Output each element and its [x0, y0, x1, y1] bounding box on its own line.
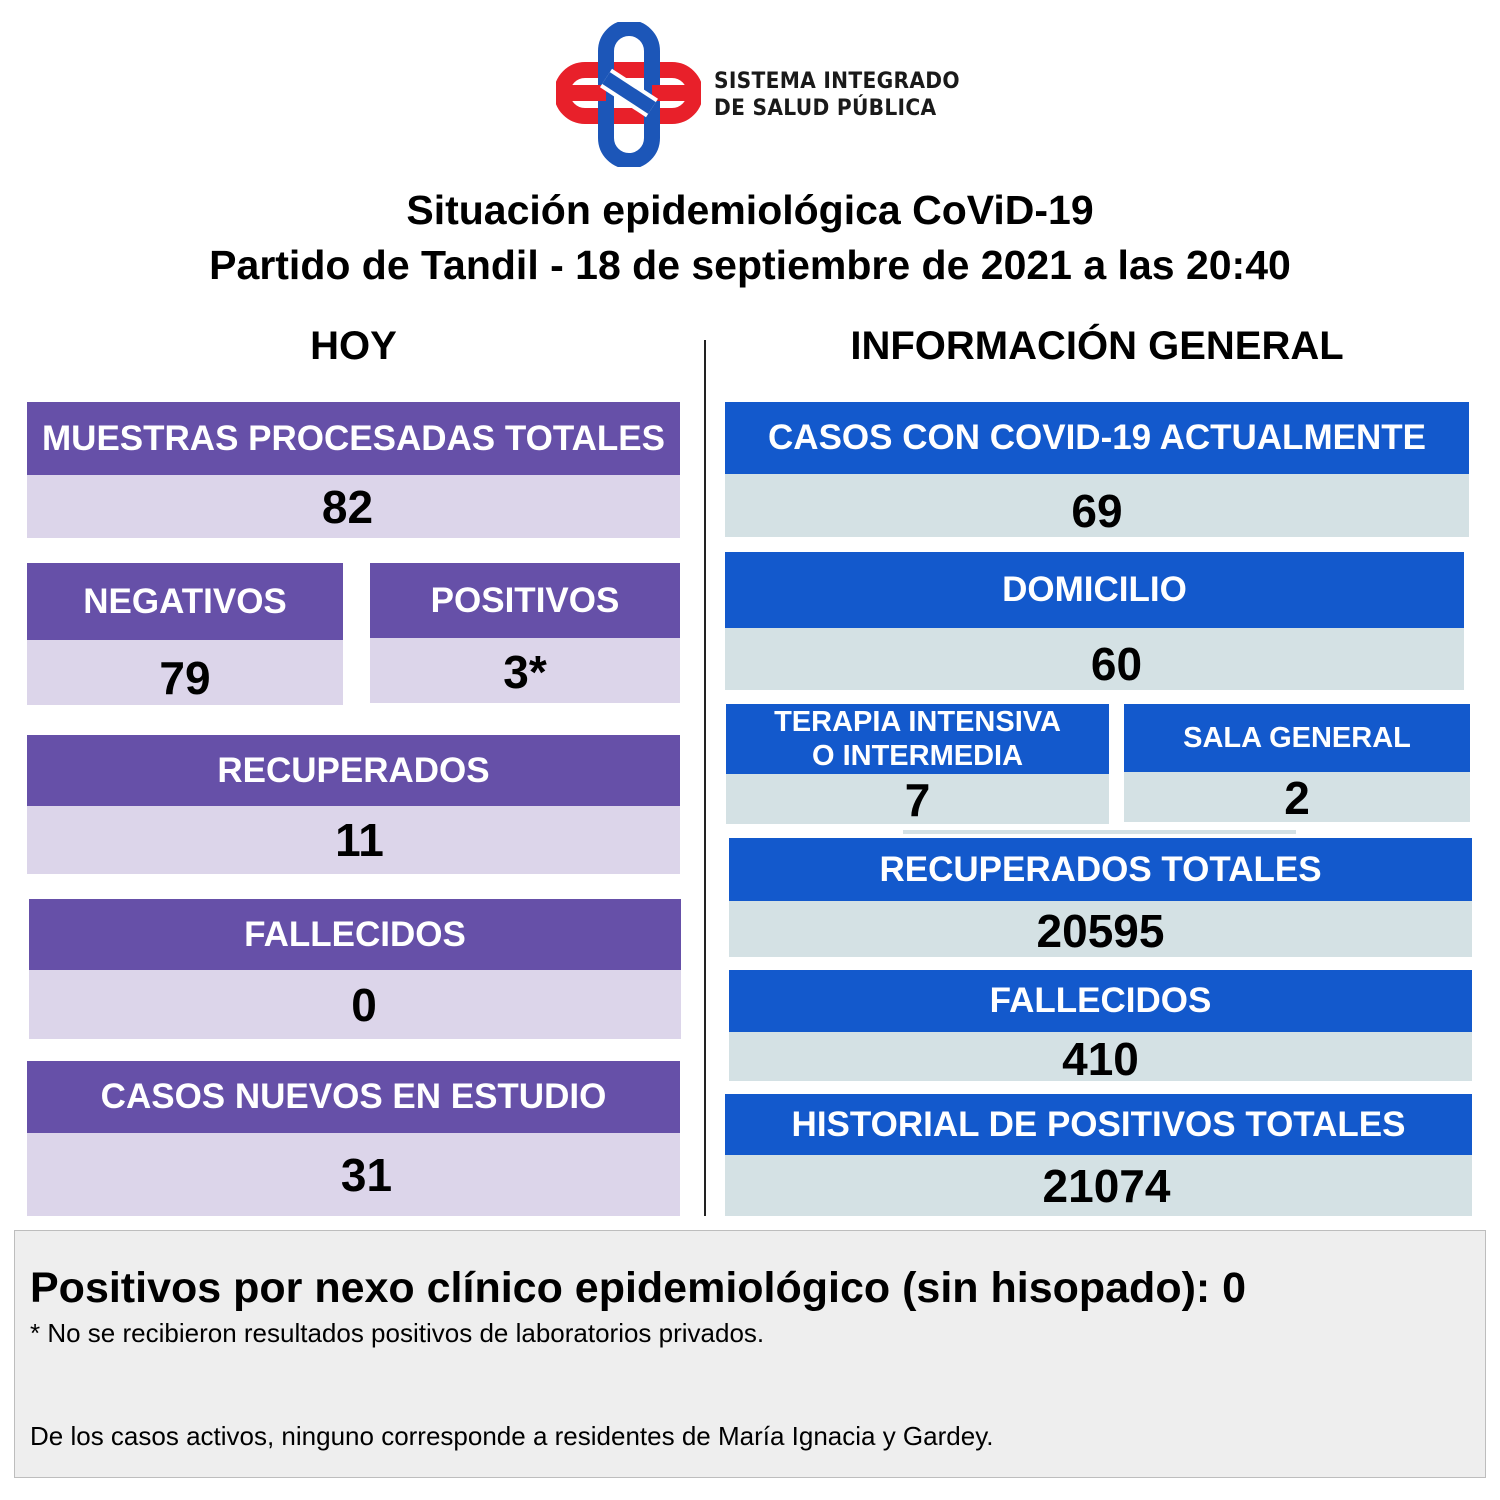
- hoy-heading: HOY: [310, 324, 397, 368]
- casos-actuales-label: CASOS CON COVID-19 ACTUALMENTE: [725, 402, 1469, 474]
- page-subtitle: Partido de Tandil - 18 de septiembre de …: [209, 242, 1291, 288]
- positivos-value: 3*: [370, 638, 680, 703]
- negativos-label: NEGATIVOS: [27, 563, 343, 640]
- negativos-value: 79: [27, 640, 343, 705]
- historial-value: 21074: [725, 1155, 1472, 1216]
- fallecidos-totales-label: FALLECIDOS: [729, 970, 1472, 1032]
- terapia-label-line-2: O INTERMEDIA: [811, 740, 1024, 772]
- recuperados-label: RECUPERADOS: [27, 735, 680, 806]
- terapia-label: TERAPIA INTENSIVA O INTERMEDIA: [726, 704, 1109, 774]
- fallecidos-hoy-value: 0: [29, 970, 681, 1039]
- muestras-value: 82: [27, 475, 680, 538]
- footer-note-1: * No se recibieron resultados positivos …: [30, 1318, 765, 1348]
- footer-panel: [14, 1230, 1486, 1478]
- domicilio-label: DOMICILIO: [725, 552, 1464, 628]
- historial-label: HISTORIAL DE POSITIVOS TOTALES: [725, 1094, 1472, 1155]
- casos-nuevos-label: CASOS NUEVOS EN ESTUDIO: [27, 1061, 680, 1133]
- sala-general-label: SALA GENERAL: [1124, 704, 1470, 772]
- casos-actuales-value: 69: [725, 474, 1469, 537]
- logo-line-1: SISTEMA INTEGRADO: [714, 69, 960, 94]
- recuperados-totales-label: RECUPERADOS TOTALES: [729, 838, 1472, 901]
- general-heading: INFORMACIÓN GENERAL: [850, 324, 1344, 368]
- logo-line-2: DE SALUD PÚBLICA: [714, 96, 937, 121]
- sala-general-value: 2: [1124, 772, 1470, 824]
- casos-nuevos-value: 31: [27, 1133, 680, 1216]
- positivos-label: POSITIVOS: [370, 563, 680, 638]
- footer-note-2: De los casos activos, ninguno correspond…: [30, 1421, 994, 1451]
- footer-main-text: Positivos por nexo clínico epidemiológic…: [30, 1264, 1247, 1312]
- recuperados-totales-value: 20595: [729, 901, 1472, 957]
- page-title: Situación epidemiológica CoViD-19: [406, 187, 1094, 233]
- fallecidos-totales-value: 410: [729, 1032, 1472, 1085]
- recuperados-value: 11: [27, 806, 680, 874]
- logo-text: SISTEMA INTEGRADO DE SALUD PÚBLICA: [714, 68, 960, 122]
- separator-line: [903, 830, 1296, 834]
- terapia-value: 7: [726, 774, 1109, 826]
- fallecidos-hoy-label: FALLECIDOS: [29, 899, 681, 970]
- terapia-label-line-1: TERAPIA INTENSIVA: [774, 706, 1061, 738]
- column-divider: [704, 340, 706, 1216]
- logo-icon: [556, 22, 701, 167]
- domicilio-value: 60: [725, 628, 1464, 690]
- muestras-label: MUESTRAS PROCESADAS TOTALES: [27, 402, 680, 475]
